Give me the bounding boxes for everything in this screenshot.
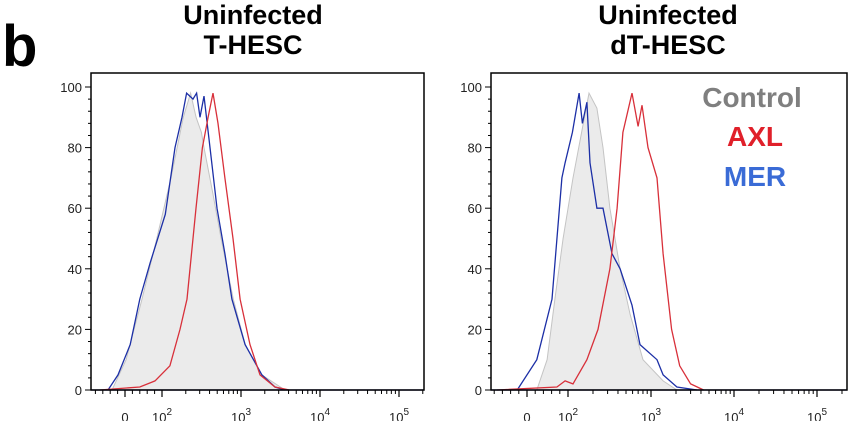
y-tick-label: 100 bbox=[60, 80, 82, 95]
plot-frame bbox=[490, 72, 848, 391]
series-axl-histogram bbox=[99, 92, 290, 391]
chart-title-line2: T-HESC bbox=[203, 30, 302, 60]
x-tick-exponent: 2 bbox=[166, 407, 172, 418]
y-tick-label: 100 bbox=[460, 80, 482, 95]
y-tick-label: 60 bbox=[68, 201, 82, 216]
x-tick-label: 103 bbox=[231, 407, 251, 421]
x-tick-label: 103 bbox=[641, 407, 661, 421]
legend-control: Control bbox=[702, 82, 802, 113]
y-tick-label: 80 bbox=[468, 141, 482, 156]
y-tick-label: 0 bbox=[75, 383, 82, 398]
series-mer-histogram bbox=[516, 92, 698, 391]
x-tick-label: 104 bbox=[724, 407, 744, 421]
y-tick-label: 20 bbox=[68, 322, 82, 337]
y-tick-label: 40 bbox=[468, 262, 482, 277]
x-tick-label: 0 bbox=[523, 410, 530, 421]
x-tick-label: 102 bbox=[558, 407, 578, 421]
x-tick-exponent: 4 bbox=[738, 407, 744, 418]
y-tick-label: 80 bbox=[68, 141, 82, 156]
legend-axl: AXL bbox=[727, 121, 783, 152]
panel-left: Uninfected T-HESC 0 20 40 60 80 100 0 102 103 104… bbox=[60, 0, 425, 421]
y-tick-label: 20 bbox=[468, 322, 482, 337]
x-tick-exponent: 5 bbox=[403, 407, 409, 418]
legend-mer: MER bbox=[724, 161, 786, 192]
y-tick-label: 0 bbox=[475, 383, 482, 398]
series-control-histogram bbox=[111, 91, 287, 391]
chart-title-line1: Uninfected bbox=[183, 0, 323, 30]
y-tick-label: 40 bbox=[68, 262, 82, 277]
x-tick-exponent: 3 bbox=[655, 407, 661, 418]
series-axl-histogram bbox=[497, 92, 704, 391]
x-tick-exponent: 4 bbox=[324, 407, 330, 418]
x-tick-label: 104 bbox=[310, 407, 330, 421]
x-tick-exponent: 5 bbox=[821, 407, 827, 418]
x-tick-label: 102 bbox=[152, 407, 172, 421]
x-tick-exponent: 2 bbox=[572, 407, 578, 418]
legend: Control AXL MER bbox=[702, 82, 802, 192]
y-tick-label: 60 bbox=[468, 201, 482, 216]
x-tick-exponent: 3 bbox=[245, 407, 251, 418]
chart-title-line1: Uninfected bbox=[598, 0, 738, 30]
chart-title-line2: dT-HESC bbox=[610, 30, 726, 60]
x-tick-label: 0 bbox=[121, 410, 128, 421]
series-control-histogram bbox=[536, 91, 679, 391]
plot-frame bbox=[90, 72, 425, 391]
x-tick-label: 105 bbox=[389, 407, 409, 421]
panel-right: Uninfected dT-HESC 0 20 40 60 80 100 0 102 103 10… bbox=[460, 0, 848, 421]
series-mer-histogram bbox=[107, 91, 286, 391]
x-tick-label: 105 bbox=[807, 407, 827, 421]
panel-label: b bbox=[2, 14, 37, 79]
